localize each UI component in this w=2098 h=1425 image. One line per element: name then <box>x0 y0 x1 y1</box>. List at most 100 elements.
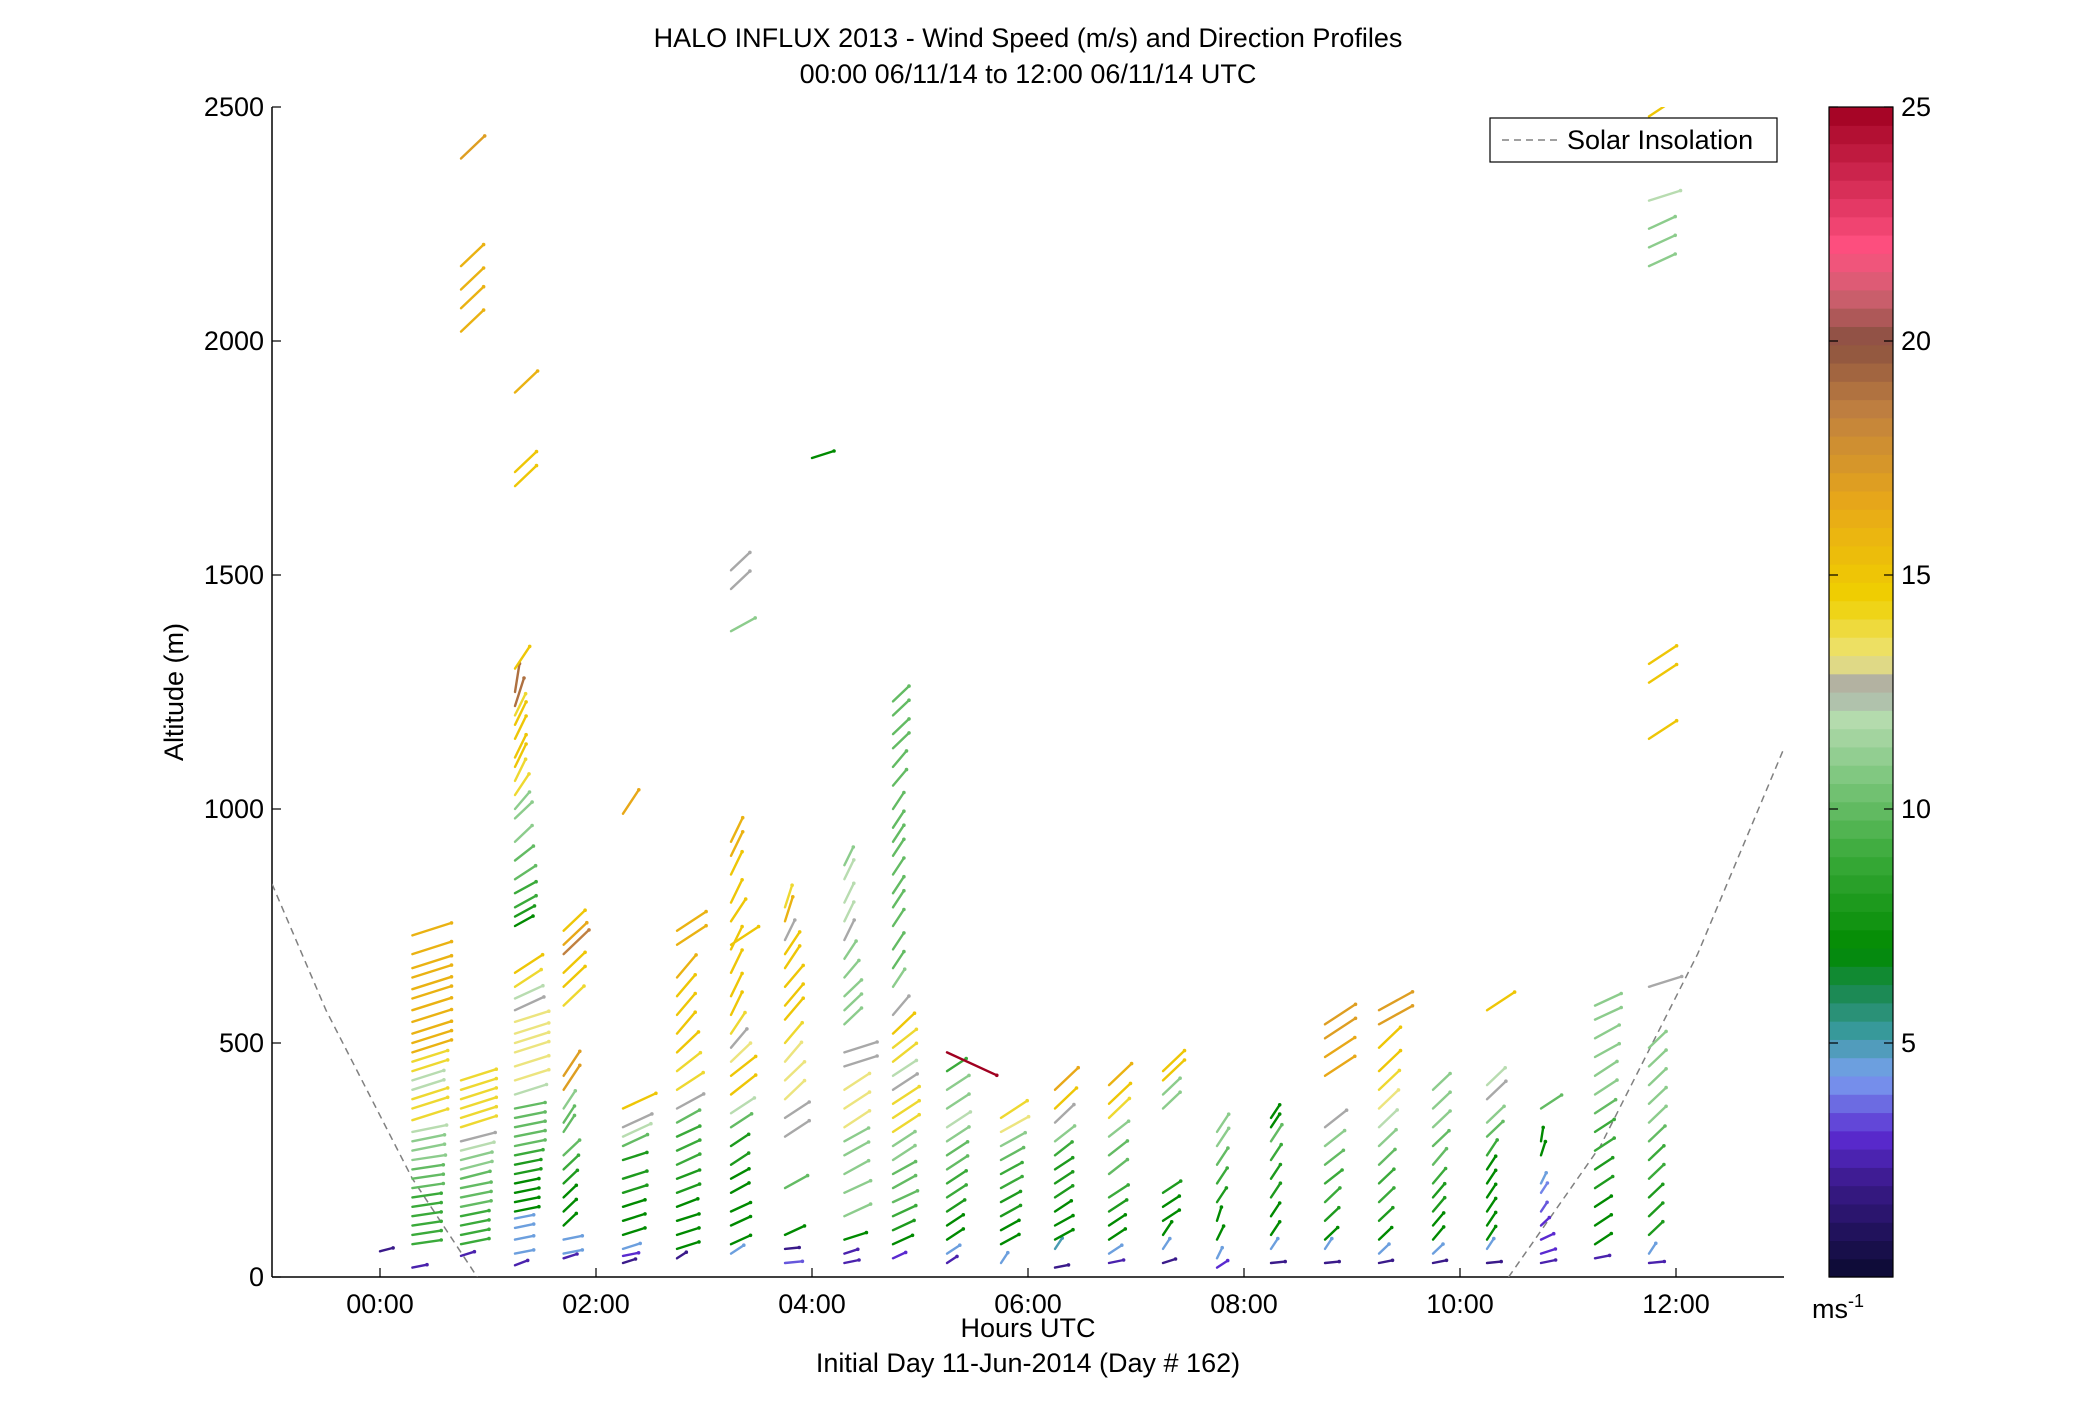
wind-barb <box>675 924 708 946</box>
wind-barb <box>621 1242 642 1251</box>
wind-barb <box>1539 1126 1545 1143</box>
wind-barb <box>843 1258 861 1265</box>
wind-barb <box>675 1051 702 1073</box>
wind-barb <box>513 1138 547 1148</box>
wind-barb <box>1269 1123 1284 1143</box>
x-tick-label: 08:00 <box>1210 1289 1278 1319</box>
wind-barb-tip <box>904 767 909 772</box>
wind-barb <box>999 1146 1025 1162</box>
x-tick-label: 00:00 <box>346 1289 414 1319</box>
wind-barb <box>1593 1254 1611 1260</box>
wind-barb-tip <box>967 1125 971 1129</box>
wind-barb-tip <box>1168 1236 1172 1241</box>
wind-barb-tip <box>917 1084 921 1089</box>
colorbar-strip <box>1829 381 1893 401</box>
wind-barb-tip <box>527 644 532 649</box>
wind-barb-tip <box>914 1203 918 1208</box>
wind-barb-tip <box>995 1073 999 1078</box>
wind-barb-tip <box>696 1030 701 1034</box>
wind-barb-tip <box>902 888 906 893</box>
wind-barb <box>729 1201 752 1213</box>
wind-barb-tip <box>1020 1160 1024 1165</box>
wind-barb <box>891 699 911 717</box>
wind-barb <box>675 1138 701 1152</box>
wind-barb-tip <box>1177 1208 1182 1212</box>
wind-barb <box>843 845 855 867</box>
wind-barb <box>1647 1124 1667 1143</box>
wind-barb-tip <box>902 809 906 813</box>
wind-barb <box>843 1006 863 1026</box>
wind-barb-tip <box>425 1262 429 1267</box>
wind-barb <box>513 1186 541 1195</box>
wind-barb <box>1161 1194 1181 1209</box>
wind-barb-tip <box>1020 1174 1024 1179</box>
wind-barb <box>1485 1237 1496 1251</box>
wind-barb-tip <box>859 978 864 982</box>
wind-barb-tip <box>636 1251 641 1255</box>
wind-barb-tip <box>800 1259 805 1264</box>
wind-barb <box>891 908 906 928</box>
wind-barb-tip <box>585 920 589 925</box>
wind-barb-tip <box>698 1124 702 1128</box>
wind-barb-tip <box>740 849 744 854</box>
wind-barb <box>810 449 836 460</box>
wind-barb-tip <box>902 907 906 912</box>
wind-barb <box>459 1114 498 1129</box>
wind-barb-tip <box>482 134 487 138</box>
wind-barb <box>459 1131 497 1143</box>
wind-barb-tip <box>1178 1179 1183 1183</box>
wind-barb <box>1377 1186 1396 1204</box>
wind-barb <box>1647 1105 1668 1124</box>
wind-barb-tip <box>391 1246 395 1250</box>
wind-barb <box>1323 1017 1357 1040</box>
wind-barb <box>1377 1004 1414 1026</box>
wind-barb <box>1269 1201 1281 1218</box>
wind-barb-tip <box>1178 1090 1182 1094</box>
wind-barb <box>621 1198 647 1209</box>
wind-barb-tip <box>1410 1004 1415 1008</box>
wind-barb <box>1269 1112 1281 1129</box>
wind-barb <box>1485 990 1516 1012</box>
wind-barb-tip <box>494 1095 499 1100</box>
wind-barb <box>783 1041 803 1063</box>
wind-barb <box>562 1089 577 1110</box>
wind-barb-tip <box>523 691 528 696</box>
wind-barb-tip <box>539 967 543 972</box>
wind-barb-tip <box>1617 1041 1621 1046</box>
x-axis: 00:00 02:00 04:00 06:00 08:00 10:00 12:00 <box>346 1268 1710 1319</box>
wind-barb-tip <box>572 1113 577 1118</box>
wind-barb <box>459 1209 491 1218</box>
wind-barb-tip <box>902 931 906 935</box>
wind-barb-tip <box>747 1181 751 1185</box>
wind-barb <box>783 1021 804 1045</box>
wind-barb-tip <box>915 1189 920 1193</box>
wind-barb-tip <box>1493 1168 1498 1173</box>
wind-barb-tip <box>1448 1071 1452 1076</box>
colorbar-strip <box>1829 1203 1893 1223</box>
wind-barb-tip <box>1544 1171 1548 1175</box>
wind-barb-tip <box>1340 1168 1344 1172</box>
wind-barb <box>513 984 545 1000</box>
wind-barb-tip <box>698 1152 702 1156</box>
wind-barb <box>891 768 908 787</box>
wind-barb <box>562 1064 581 1092</box>
wind-barb <box>1107 1082 1132 1106</box>
y-tick-label: 500 <box>219 1028 264 1058</box>
wind-barb-tip <box>914 1027 919 1032</box>
wind-barb-tip <box>1543 1139 1548 1144</box>
wind-barb <box>621 788 640 815</box>
wind-barb <box>729 897 747 923</box>
wind-barb <box>891 1130 917 1148</box>
wind-barb-tip <box>649 1121 653 1126</box>
wind-barb <box>1593 1194 1613 1209</box>
wind-barb-tip <box>913 1159 918 1164</box>
wind-barb-tip <box>1504 1079 1508 1083</box>
wind-barb <box>1539 1181 1549 1195</box>
wind-barb <box>1053 1199 1073 1213</box>
wind-barb <box>1593 1006 1623 1021</box>
wind-barb-tip <box>1276 1236 1280 1241</box>
wind-barb <box>513 1068 550 1082</box>
wind-barb-tip <box>1070 1170 1075 1174</box>
wind-barb <box>1647 719 1678 740</box>
wind-barb-tip <box>645 1150 649 1155</box>
